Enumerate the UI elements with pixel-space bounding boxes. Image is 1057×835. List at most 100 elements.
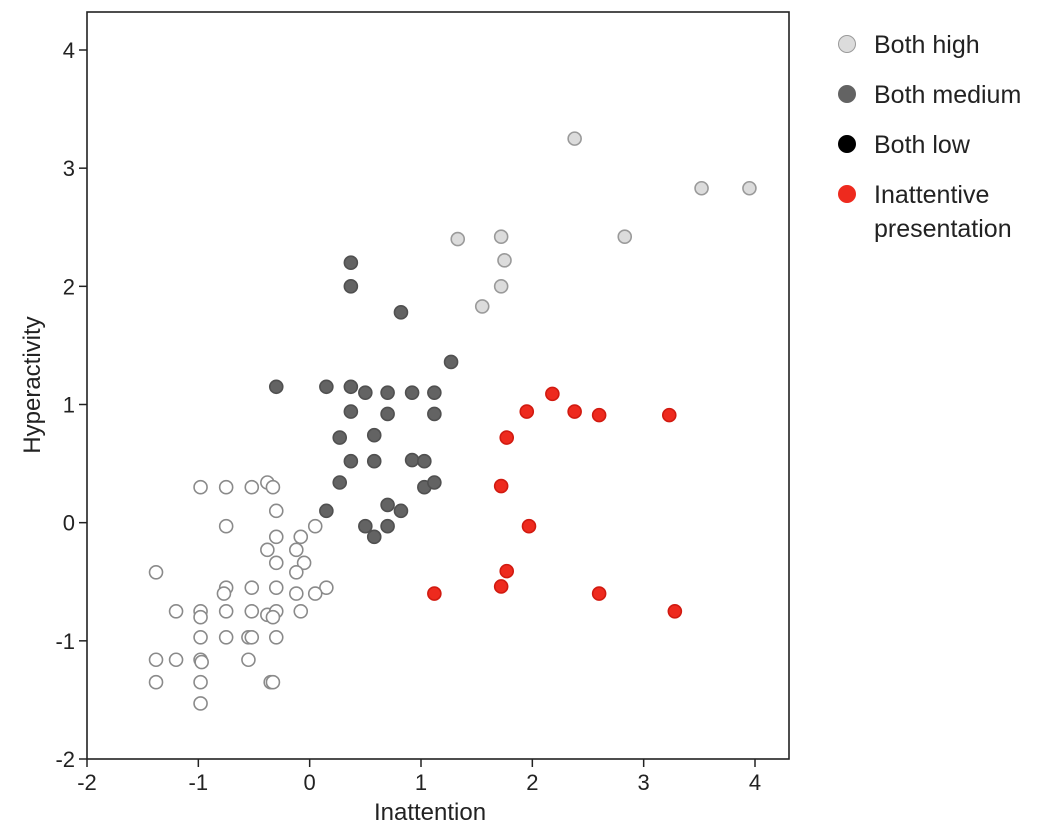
data-point (319, 503, 334, 519)
data-point (497, 253, 512, 268)
data-point (404, 385, 420, 400)
data-point (417, 453, 432, 469)
data-point (380, 497, 395, 513)
data-point (218, 518, 234, 534)
data-point (343, 255, 359, 271)
data-point (193, 629, 208, 645)
data-point (427, 406, 442, 422)
data-point (244, 580, 260, 595)
x-axis-title: Inattention (374, 799, 486, 826)
data-point (499, 563, 515, 579)
data-point (265, 479, 281, 495)
y-axis-title: Hyperactivity (19, 316, 46, 453)
data-point (307, 518, 323, 534)
y-tick-label: 0 (63, 511, 75, 536)
data-point (289, 564, 304, 580)
data-point (380, 406, 395, 422)
legend-swatch (838, 185, 856, 203)
data-point (319, 580, 334, 595)
legend-swatch (838, 135, 856, 153)
data-point (193, 674, 208, 690)
legend-label: Both low (874, 131, 970, 159)
data-point (404, 452, 420, 468)
series-both-high (450, 131, 757, 314)
data-point (567, 404, 582, 419)
data-point (268, 503, 284, 519)
data-point (493, 229, 509, 245)
legend-label: Both medium (874, 81, 1022, 109)
data-point (332, 430, 348, 445)
data-point (265, 609, 281, 625)
data-point (244, 629, 260, 645)
data-point (366, 427, 382, 443)
data-point (493, 279, 509, 294)
data-point (427, 586, 442, 601)
data-point (241, 652, 256, 668)
data-point (218, 629, 234, 645)
data-point (694, 180, 709, 196)
data-point (289, 586, 304, 601)
data-point (244, 479, 260, 495)
data-point (427, 385, 442, 400)
data-point (661, 407, 677, 423)
data-point (193, 696, 208, 711)
data-point (343, 379, 359, 395)
data-point (474, 299, 490, 314)
data-point (366, 529, 382, 545)
data-point (168, 603, 184, 619)
data-point (591, 407, 607, 423)
data-point (358, 385, 373, 400)
legend: Both high Both medium Both low Inattentive … (838, 28, 1053, 262)
data-point (591, 586, 607, 601)
y-tick-label: 3 (63, 156, 75, 181)
y-tick-label: -1 (55, 629, 75, 654)
data-point (380, 385, 395, 400)
data-point (493, 478, 509, 494)
x-tick-label: 4 (749, 770, 761, 795)
legend-item: Both low (838, 128, 1053, 162)
data-point (332, 475, 348, 490)
data-point (148, 652, 164, 668)
data-point (194, 654, 209, 670)
series-both-low (148, 475, 334, 711)
data-point (567, 131, 582, 146)
data-point (265, 674, 281, 690)
data-point (380, 518, 395, 534)
data-point (617, 229, 633, 245)
data-point (244, 603, 260, 619)
x-tick-label: 0 (304, 770, 316, 795)
legend-item: Both medium (838, 78, 1053, 112)
data-point (366, 453, 382, 469)
data-point (218, 603, 234, 619)
series-inattentive-presentation (427, 386, 683, 619)
data-point (358, 518, 373, 534)
data-point (193, 609, 208, 625)
data-point (268, 529, 284, 545)
x-tick-label: 3 (638, 770, 650, 795)
x-tick-label: 1 (415, 770, 427, 795)
data-point (296, 555, 312, 571)
data-point (216, 586, 232, 601)
y-tick-label: -2 (55, 747, 75, 772)
data-point (742, 180, 757, 196)
data-point (499, 430, 515, 445)
data-point (293, 529, 309, 545)
data-point (450, 231, 466, 247)
data-point (218, 479, 234, 495)
y-tick-label: 2 (63, 274, 75, 299)
data-point (268, 580, 284, 595)
legend-label: Both high (874, 31, 980, 59)
data-point (148, 564, 164, 580)
y-tick-label: 1 (63, 393, 75, 418)
data-point (393, 503, 409, 519)
data-point (289, 542, 304, 558)
data-point (443, 354, 459, 370)
data-point (343, 279, 359, 294)
data-point (148, 674, 164, 690)
legend-item: Both high (838, 28, 1053, 62)
data-points (148, 131, 757, 711)
data-point (667, 603, 683, 619)
x-tick-label: -2 (77, 770, 97, 795)
x-axis-ticks: -2 -1 0 1 2 3 4 (77, 759, 761, 795)
